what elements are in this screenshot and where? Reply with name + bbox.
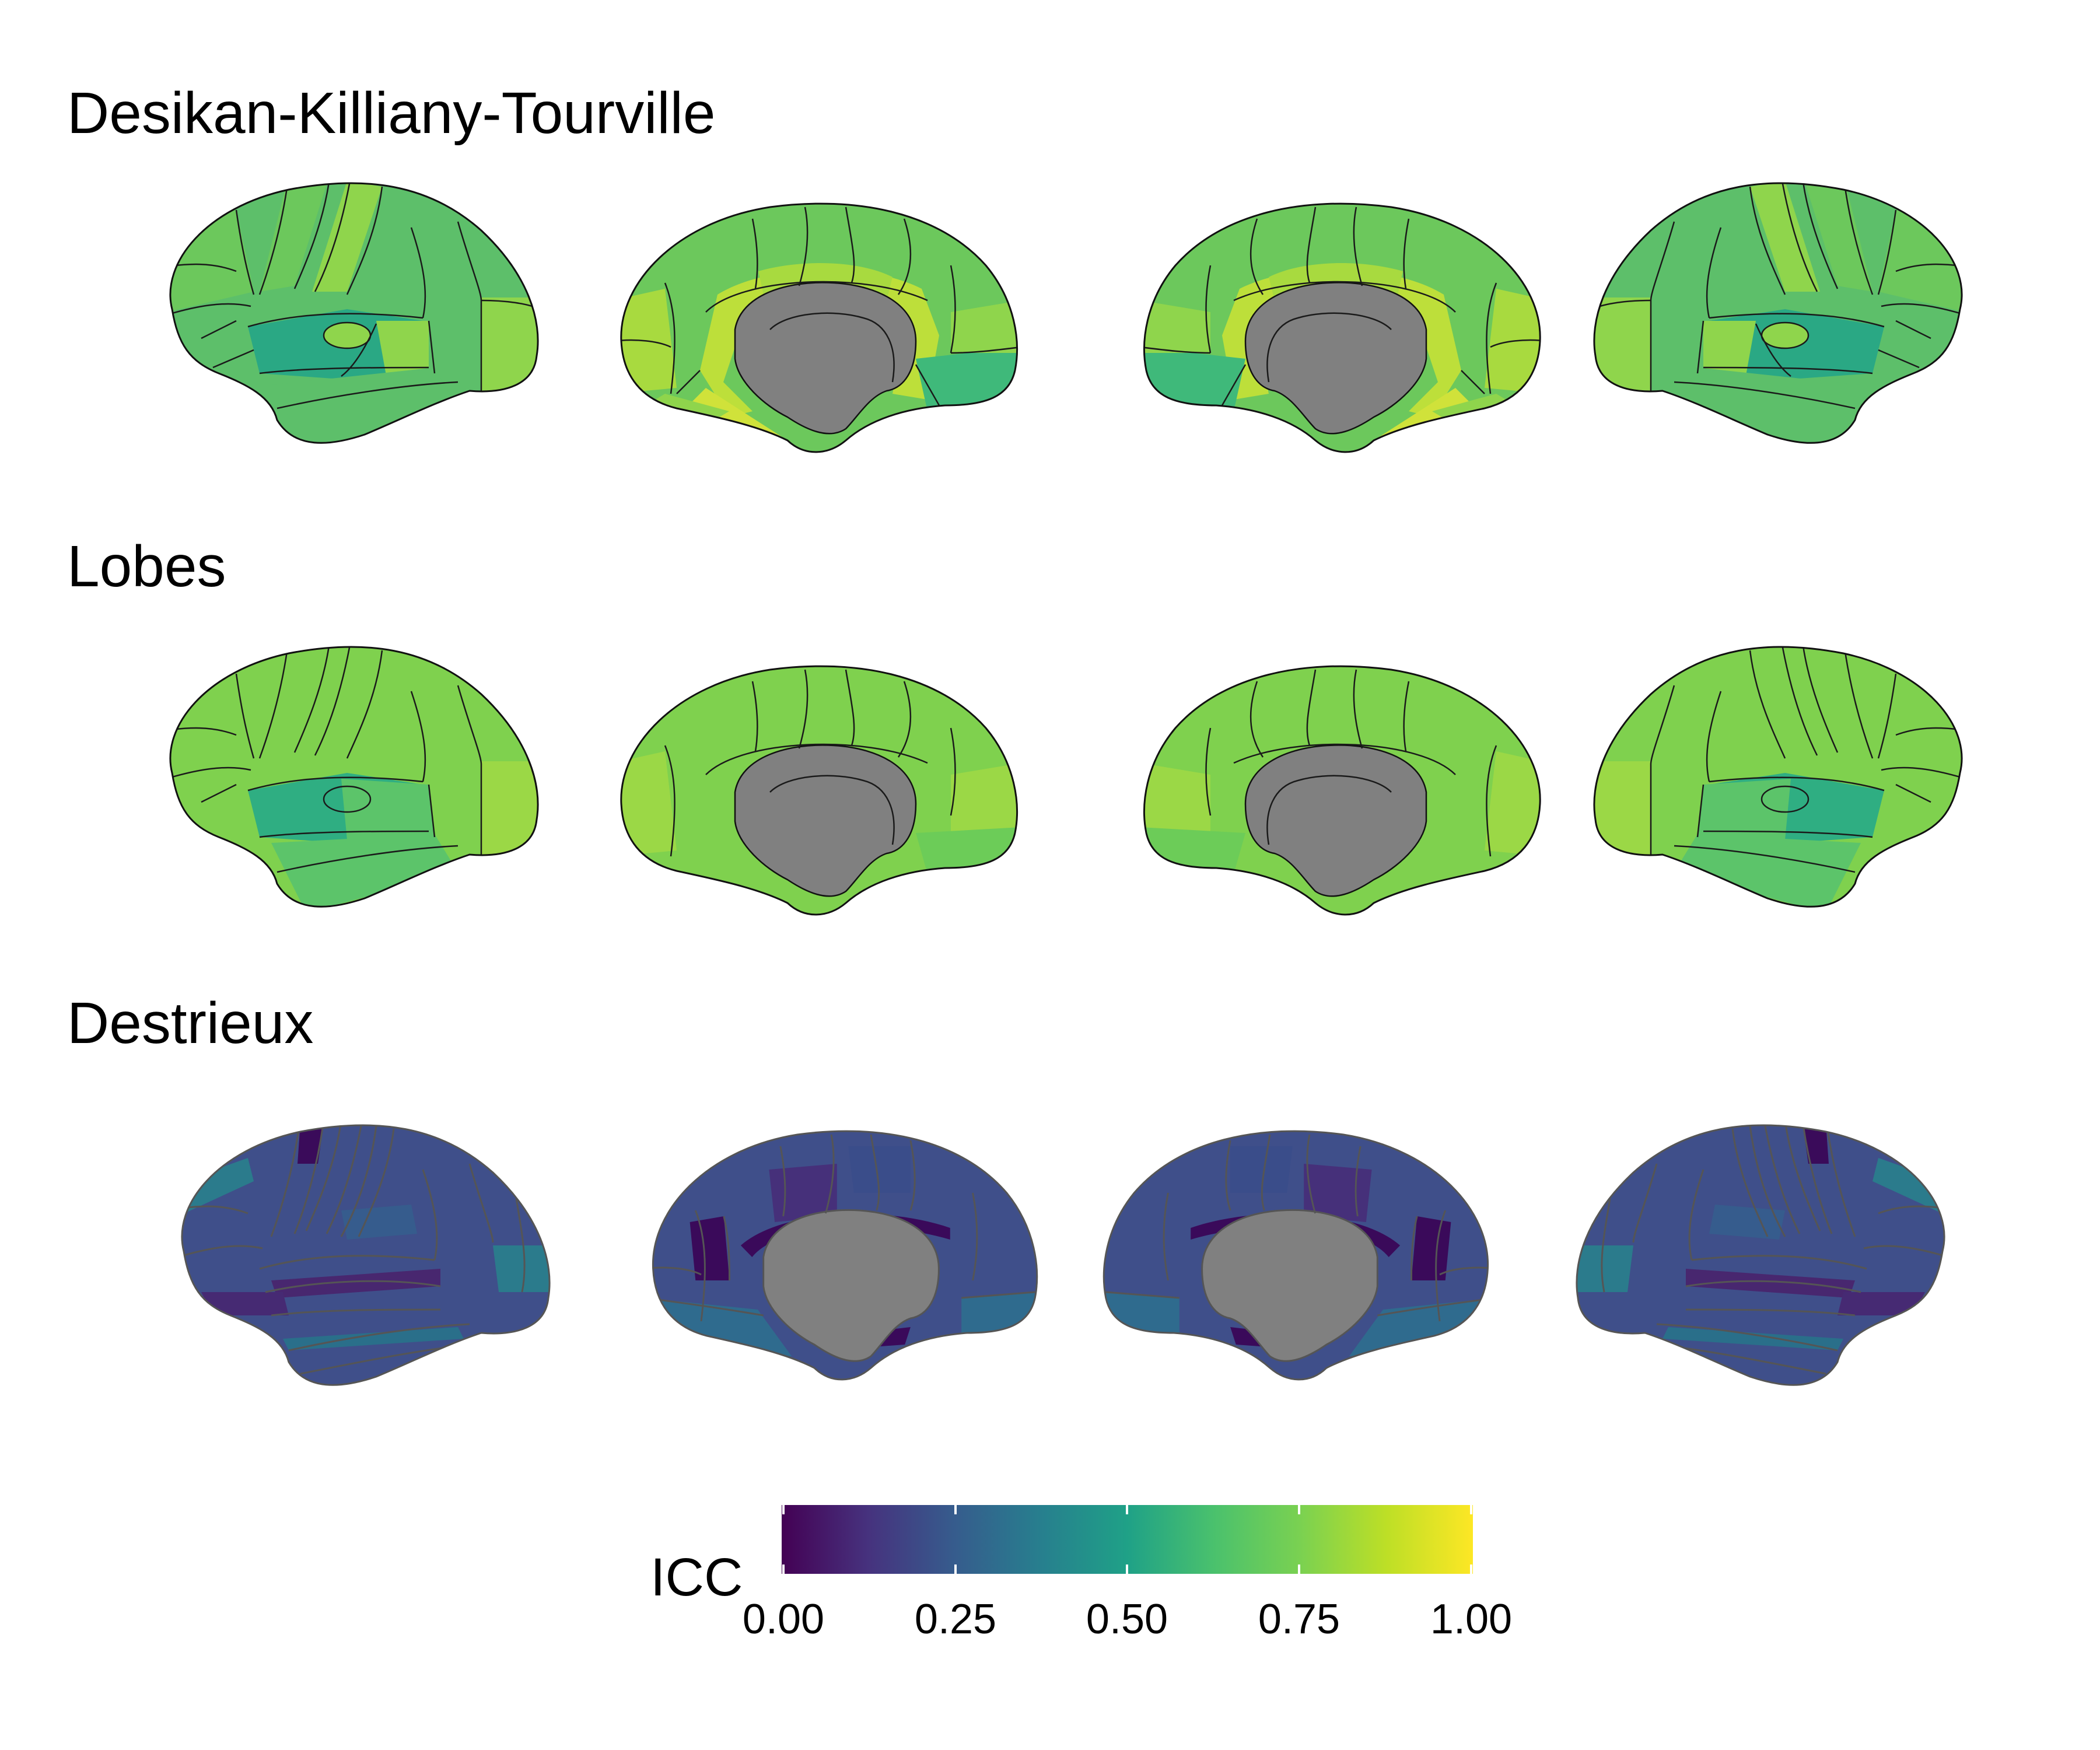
tick-label-3: 0.75 [1258,1596,1340,1643]
destrieux-left-lateral [166,1117,575,1385]
lobes-left-lateral [155,639,563,913]
tick-label-1: 0.25 [915,1596,996,1643]
lobes-right-lateral [1569,639,1978,913]
tick-label-0: 0.00 [743,1596,824,1643]
legend-title: ICC [650,1548,743,1607]
dkt-left-medial [612,204,1021,452]
panel-title-dkt: Desikan-Killiany-Tourville [67,80,715,146]
tick-label-2: 0.50 [1086,1596,1168,1643]
destrieux-right-lateral [1552,1117,1960,1385]
lobes-right-medial [1140,666,1549,915]
destrieux-right-medial [1104,1131,1496,1380]
dkt-left-lateral [155,175,563,449]
panel-title-lobes: Lobes [67,534,226,599]
dkt-right-lateral [1569,175,1978,449]
panel-title-destrieux: Destrieux [67,991,313,1056]
dkt-right-medial [1140,204,1549,452]
colorbar-ticks [782,1505,1472,1574]
icc-legend: ICC 0.00 0.25 0.50 0.75 1.00 [650,1505,1512,1643]
destrieux-left-medial [645,1131,1037,1380]
colorbar [782,1505,1473,1574]
tick-label-4: 1.00 [1430,1596,1512,1643]
lobes-left-medial [612,666,1021,915]
